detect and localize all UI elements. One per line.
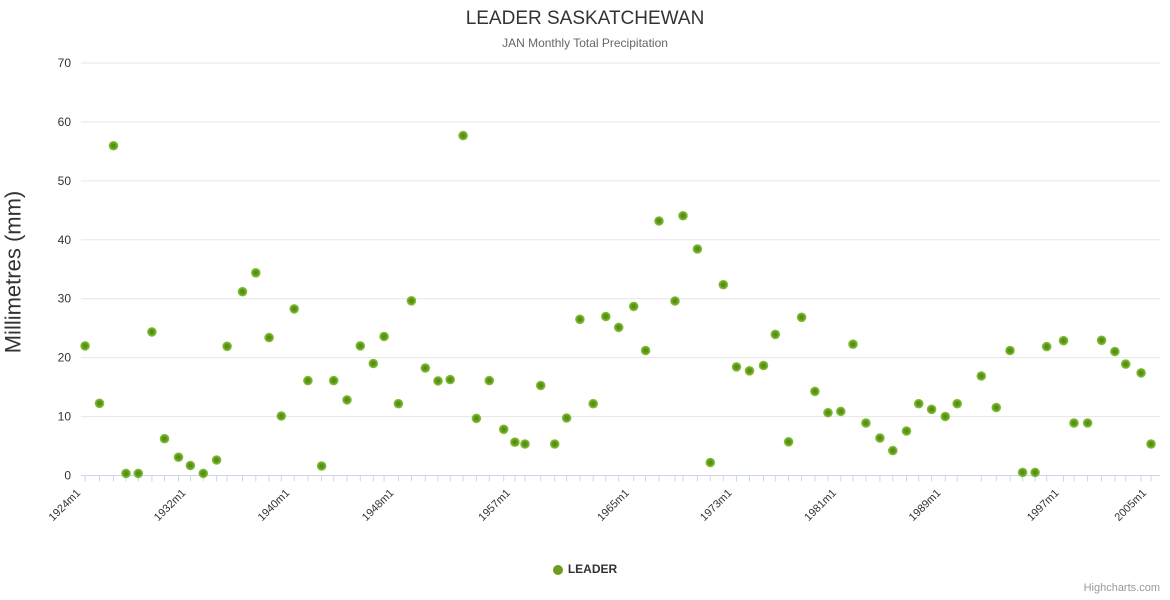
svg-text:1997m1: 1997m1 <box>1025 487 1062 524</box>
svg-text:70: 70 <box>58 56 72 70</box>
svg-text:60: 60 <box>58 115 72 129</box>
svg-text:1973m1: 1973m1 <box>698 487 735 524</box>
svg-text:50: 50 <box>58 174 72 188</box>
svg-text:1981m1: 1981m1 <box>802 487 839 524</box>
svg-text:1924m1: 1924m1 <box>47 487 84 524</box>
svg-text:1940m1: 1940m1 <box>256 487 293 524</box>
svg-text:40: 40 <box>58 233 72 247</box>
svg-text:20: 20 <box>58 351 72 365</box>
svg-text:1957m1: 1957m1 <box>476 487 513 524</box>
svg-text:1965m1: 1965m1 <box>595 487 632 524</box>
svg-text:1932m1: 1932m1 <box>152 487 189 524</box>
svg-text:10: 10 <box>58 410 72 424</box>
svg-text:0: 0 <box>64 469 71 483</box>
svg-text:1989m1: 1989m1 <box>907 487 944 524</box>
svg-text:30: 30 <box>58 292 72 306</box>
svg-text:1948m1: 1948m1 <box>360 487 397 524</box>
svg-text:2005m1: 2005m1 <box>1113 487 1150 524</box>
